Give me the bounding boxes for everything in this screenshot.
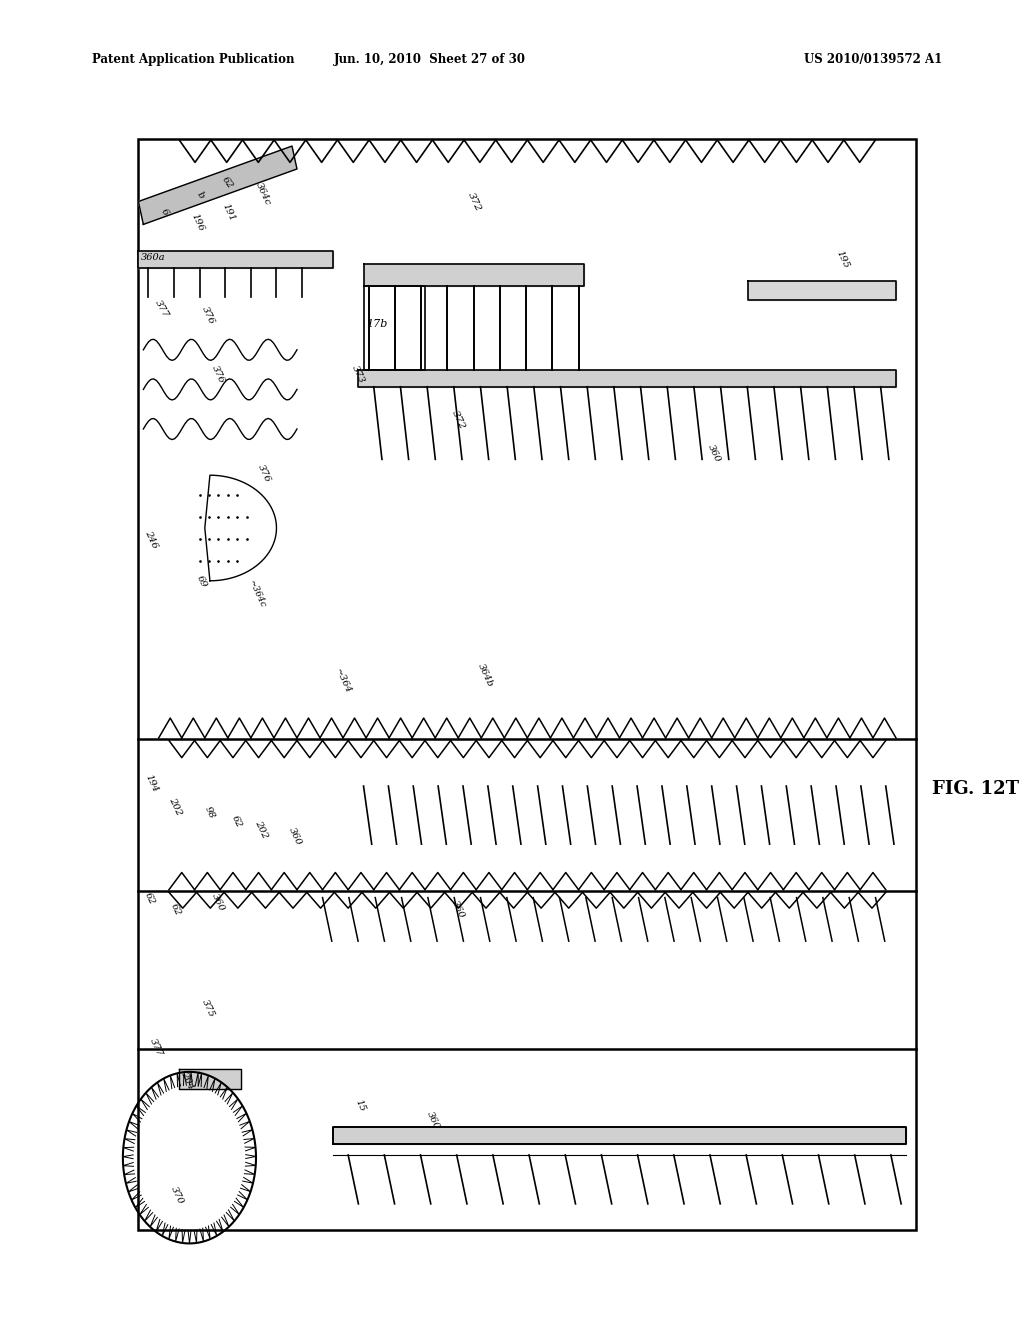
Text: 360: 360 (425, 1110, 441, 1131)
Text: 195: 195 (835, 249, 851, 271)
Text: 372: 372 (466, 191, 482, 214)
Polygon shape (179, 1069, 241, 1089)
Polygon shape (748, 281, 896, 300)
Text: 360: 360 (451, 899, 467, 920)
Text: 62: 62 (169, 902, 182, 917)
Text: 377: 377 (154, 298, 171, 319)
Text: 370: 370 (169, 1185, 185, 1206)
Text: 360: 360 (707, 444, 723, 465)
Text: US 2010/0139572 A1: US 2010/0139572 A1 (804, 53, 942, 66)
Polygon shape (138, 251, 333, 268)
Text: 360: 360 (210, 892, 226, 913)
Text: 372: 372 (451, 409, 467, 432)
Text: 202: 202 (253, 820, 269, 841)
Text: 191: 191 (220, 202, 237, 223)
Text: ~364: ~364 (333, 667, 352, 696)
Text: 373: 373 (350, 364, 367, 385)
Text: b: b (195, 190, 206, 201)
Polygon shape (205, 475, 276, 581)
Bar (138, 139, 916, 1230)
Polygon shape (358, 370, 896, 387)
Text: 360a: 360a (141, 253, 166, 263)
Polygon shape (138, 147, 297, 224)
Text: Jun. 10, 2010  Sheet 27 of 30: Jun. 10, 2010 Sheet 27 of 30 (334, 53, 526, 66)
Text: 246: 246 (143, 529, 160, 550)
Text: 364b: 364b (476, 661, 495, 689)
Polygon shape (364, 286, 425, 370)
Text: 375: 375 (200, 998, 216, 1019)
Text: 376: 376 (200, 305, 216, 326)
Text: 194: 194 (143, 774, 160, 795)
Text: 62: 62 (143, 891, 157, 907)
Text: 17b: 17b (367, 319, 388, 330)
Text: 204: 204 (179, 1071, 196, 1092)
Text: 376: 376 (210, 364, 226, 385)
Text: 62: 62 (220, 176, 234, 191)
Text: Patent Application Publication: Patent Application Publication (92, 53, 295, 66)
Text: 15: 15 (353, 1098, 367, 1114)
Text: 6: 6 (159, 207, 170, 218)
Text: 376: 376 (256, 463, 272, 484)
Text: 202: 202 (167, 796, 183, 817)
Text: 98: 98 (203, 805, 216, 821)
Text: 69: 69 (195, 574, 208, 590)
Text: ~364c: ~364c (246, 578, 266, 610)
Polygon shape (364, 264, 584, 286)
Text: 364c: 364c (254, 181, 272, 207)
Text: 360: 360 (287, 826, 303, 847)
Text: FIG. 12T: FIG. 12T (932, 780, 1019, 797)
Text: 62: 62 (230, 814, 244, 830)
Text: 377: 377 (148, 1038, 165, 1059)
Text: 196: 196 (189, 213, 206, 234)
Polygon shape (333, 1127, 906, 1144)
